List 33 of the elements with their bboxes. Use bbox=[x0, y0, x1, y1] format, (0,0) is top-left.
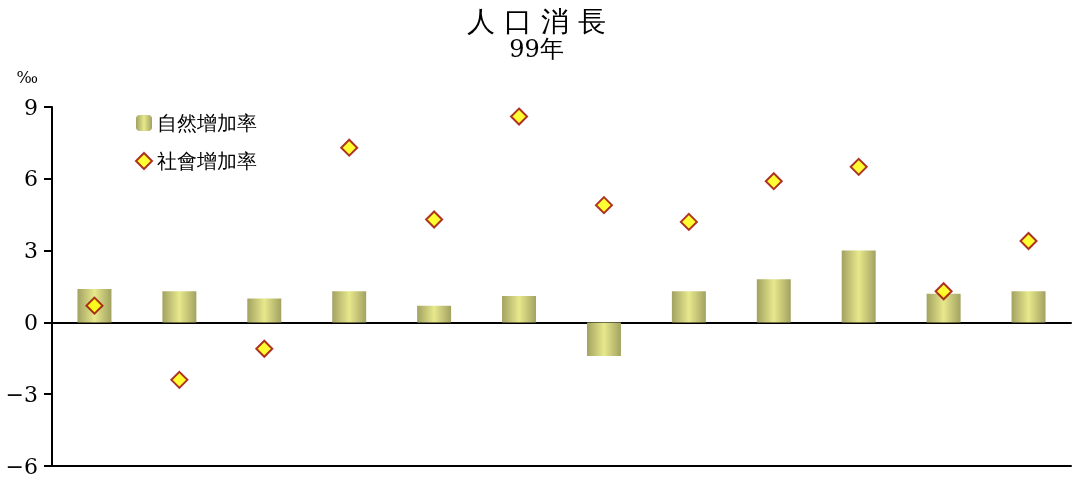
bar bbox=[247, 298, 282, 323]
legend-label: 社會增加率 bbox=[157, 149, 257, 173]
bar bbox=[756, 279, 791, 323]
bar bbox=[841, 250, 876, 323]
point bbox=[594, 196, 613, 215]
chart-title: 人 口 消 長 bbox=[467, 4, 606, 38]
point bbox=[340, 138, 359, 157]
point bbox=[170, 370, 189, 389]
bar bbox=[586, 322, 621, 356]
y-tick-label: −3 bbox=[5, 381, 38, 407]
legend-label: 自然增加率 bbox=[157, 111, 257, 135]
point bbox=[510, 107, 529, 126]
point bbox=[425, 210, 444, 229]
y-tick-label: 3 bbox=[24, 238, 38, 264]
y-tick-label: 9 bbox=[24, 94, 38, 120]
chart-subtitle: 99年 bbox=[509, 35, 564, 63]
point bbox=[764, 172, 783, 191]
bar bbox=[671, 291, 706, 323]
point bbox=[255, 339, 274, 358]
bar bbox=[502, 296, 537, 323]
y-tick-label: −6 bbox=[5, 453, 38, 479]
point bbox=[679, 212, 698, 231]
bar bbox=[332, 291, 367, 323]
bar bbox=[417, 305, 452, 323]
y-tick-label: 0 bbox=[24, 309, 38, 335]
bar bbox=[926, 293, 961, 323]
bar bbox=[162, 291, 197, 323]
point bbox=[849, 157, 868, 176]
y-axis-title: ‰ bbox=[16, 67, 38, 87]
bar bbox=[1011, 291, 1046, 323]
point bbox=[1019, 232, 1038, 251]
point bbox=[934, 282, 953, 301]
y-tick-label: 6 bbox=[24, 166, 38, 192]
